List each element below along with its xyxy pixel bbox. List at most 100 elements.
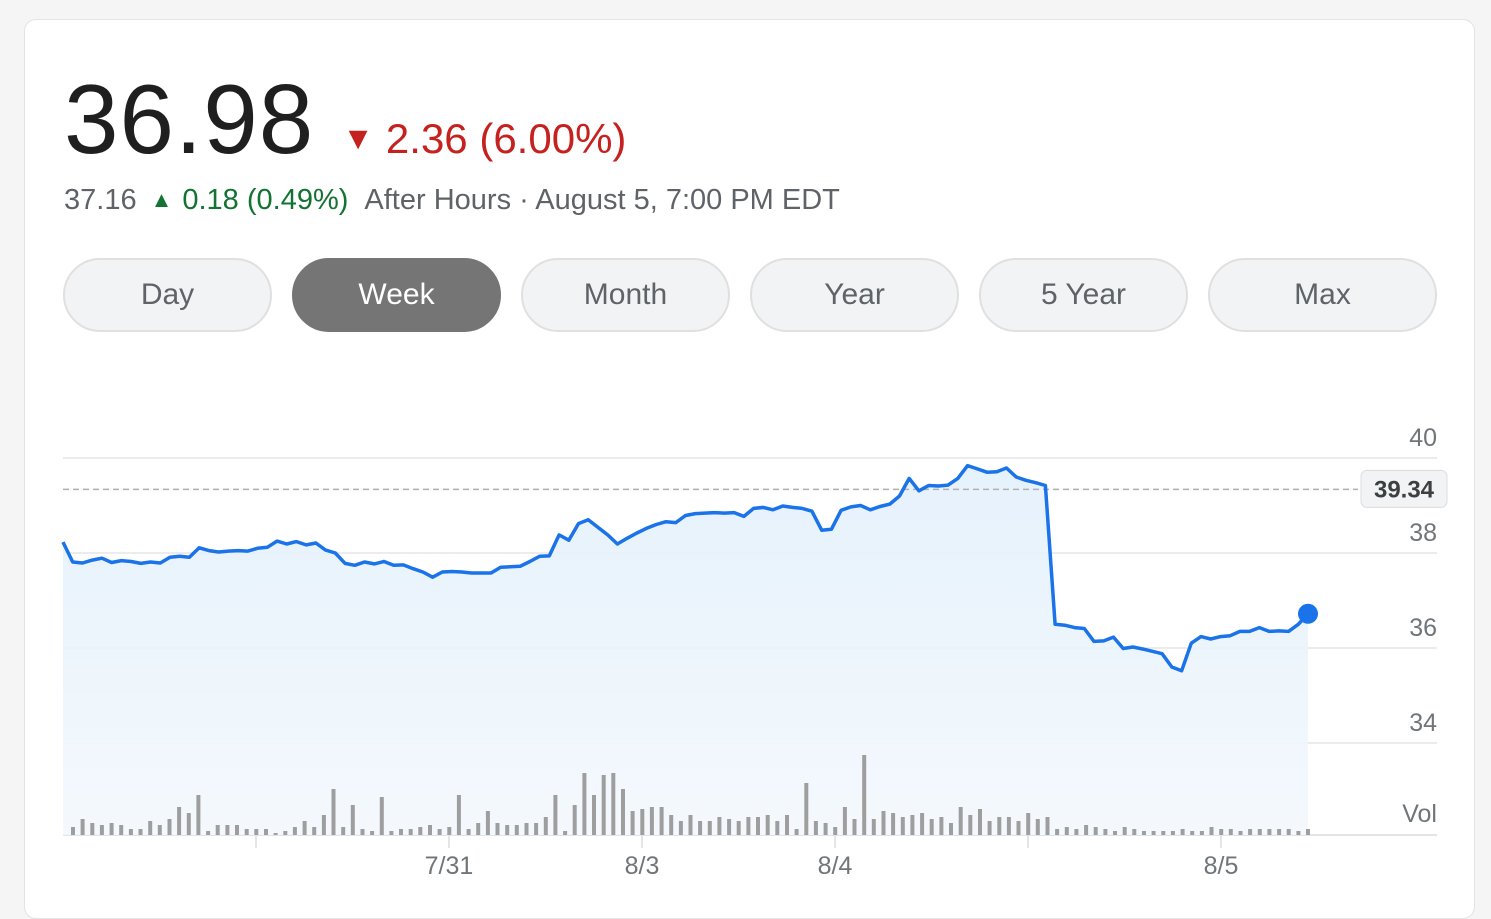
volume-bar	[1286, 829, 1291, 835]
volume-bar	[794, 829, 799, 835]
volume-bar	[630, 811, 635, 835]
volume-bar	[1267, 829, 1272, 835]
tab-year[interactable]: Year	[750, 258, 959, 332]
volume-bar	[99, 825, 104, 835]
volume-bar	[437, 829, 442, 835]
volume-bar	[524, 823, 529, 835]
volume-bar	[1161, 831, 1166, 835]
volume-bar	[1026, 813, 1031, 835]
volume-bar	[1122, 827, 1127, 835]
volume-bar	[640, 809, 645, 835]
volume-bar	[167, 819, 172, 835]
volume-bar	[543, 817, 548, 835]
x-axis-labels: 7/31 8/3 8/4 8/5	[425, 852, 1239, 880]
volume-bar	[678, 821, 683, 835]
tab-5-year[interactable]: 5 Year	[979, 258, 1188, 332]
volume-bar	[476, 823, 481, 835]
volume-bar	[1016, 821, 1021, 835]
price-chart: 40 38 36 34 39.34 Vol 7/31 8/3 8/4 8/5	[61, 424, 1448, 880]
volume-bar	[572, 805, 577, 835]
volume-bar	[1170, 831, 1175, 835]
tab-max[interactable]: Max	[1208, 258, 1437, 332]
volume-bar	[1064, 827, 1069, 835]
volume-bar	[90, 823, 95, 835]
volume-bar	[505, 825, 510, 835]
volume-bar	[196, 795, 201, 835]
volume-bar	[736, 821, 741, 835]
volume-bar	[881, 811, 886, 835]
after-hours-change-value: 0.18 (0.49%)	[182, 184, 349, 216]
y-tick-label: 40	[1409, 424, 1437, 452]
volume-bar	[399, 829, 403, 835]
volume-bar	[698, 821, 703, 835]
volume-bar	[1296, 831, 1301, 835]
volume-bar	[1093, 827, 1098, 835]
volume-bar	[485, 811, 490, 835]
after-hours-price: 37.16	[64, 184, 137, 216]
price-row: 36.98 ▼ 2.36 (6.00%)	[64, 70, 626, 168]
after-hours-row: 37.16 ▲ 0.18 (0.49%) After Hours · Augus…	[64, 184, 840, 217]
tab-week[interactable]: Week	[292, 258, 501, 332]
volume-bar	[1084, 825, 1089, 835]
volume-bar	[823, 823, 828, 835]
volume-bar	[321, 815, 326, 835]
x-tick-label: 8/4	[818, 852, 853, 880]
x-tick-label: 8/3	[625, 852, 660, 880]
x-tick-label: 7/31	[425, 852, 474, 880]
volume-bar	[466, 829, 471, 835]
volume-bar	[842, 807, 847, 835]
volume-bar	[746, 817, 751, 835]
volume-bar	[1209, 827, 1214, 835]
volume-bar	[1113, 831, 1117, 835]
volume-bar	[958, 807, 963, 835]
volume-bar	[978, 809, 982, 835]
last-price-point[interactable]	[1298, 603, 1318, 624]
volume-bar	[1238, 831, 1243, 835]
y-axis-labels: 40 38 36 34	[1409, 424, 1437, 737]
volume-bar	[389, 831, 394, 835]
volume-bar	[727, 819, 732, 835]
volume-bar	[1006, 817, 1011, 835]
volume-bar	[215, 825, 220, 835]
tab-day[interactable]: Day	[63, 258, 272, 332]
volume-bar	[109, 823, 114, 835]
volume-bar	[900, 817, 905, 835]
volume-bar	[1151, 831, 1156, 835]
volume-bar	[128, 829, 133, 835]
volume-bar	[717, 817, 722, 835]
volume-bar	[379, 797, 384, 835]
volume-bar	[331, 789, 336, 835]
volume-bar	[659, 807, 664, 835]
volume-bar	[456, 795, 461, 835]
volume-label: Vol	[1402, 800, 1437, 828]
volume-bar	[1199, 831, 1204, 835]
previous-close-badge: 39.34	[1360, 469, 1448, 508]
previous-close-label: 39.34	[1374, 476, 1435, 503]
volume-bar	[785, 815, 789, 835]
volume-bar	[360, 829, 365, 835]
volume-bar	[370, 831, 375, 835]
volume-bar	[688, 815, 693, 835]
volume-bar	[428, 825, 432, 835]
volume-bar	[341, 827, 346, 835]
volume-bar	[891, 813, 896, 835]
volume-bar	[1045, 817, 1050, 835]
volume-bar	[71, 827, 75, 835]
volume-bar	[1228, 829, 1233, 835]
volume-bar	[1132, 829, 1137, 835]
volume-bar	[939, 817, 944, 835]
volume-bar	[206, 831, 211, 835]
volume-bar	[148, 821, 153, 835]
volume-bar	[80, 819, 85, 835]
tab-month[interactable]: Month	[521, 258, 730, 332]
volume-bar	[273, 833, 278, 835]
y-tick-label: 38	[1409, 519, 1437, 547]
volume-bar	[707, 821, 712, 835]
volume-bar	[987, 821, 992, 835]
volume-bars	[71, 755, 1310, 835]
volume-bar	[1142, 831, 1146, 835]
volume-bar	[649, 807, 654, 835]
volume-bar	[254, 829, 259, 835]
volume-bar	[553, 795, 558, 835]
volume-bar	[1219, 829, 1224, 835]
